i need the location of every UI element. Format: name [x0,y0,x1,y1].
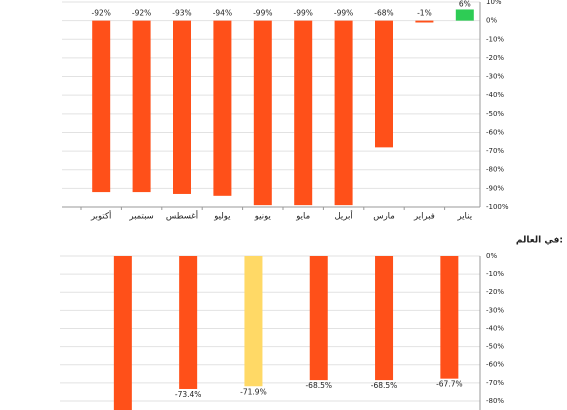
chart-title: في العالم: [516,236,563,246]
data-label: -73.4% [175,390,202,399]
x-tick-label: فبراير [413,212,435,222]
bar [375,20,393,148]
bar [415,20,434,23]
bar [132,20,151,193]
y-tick-label: -20% [486,54,504,62]
data-label: -99% [334,9,353,18]
data-label: -68.5% [371,381,398,390]
bar [113,256,132,410]
y-tick-label: -80% [486,397,504,405]
bar [375,256,394,381]
y-tick-label: -70% [486,147,504,155]
y-tick-label: -50% [486,110,504,118]
y-tick-label: -30% [486,73,504,81]
x-tick-label: يوليو [213,212,231,222]
data-label: -92% [92,9,111,18]
data-label: -94% [213,9,232,18]
y-tick-label: -10% [486,270,504,278]
y-tick-label: -20% [486,288,504,296]
bar [309,256,328,381]
x-tick-label: مايو [295,212,310,222]
y-tick-label: -60% [486,361,504,369]
bar [440,256,459,379]
x-tick-label: يناير [457,212,473,222]
data-label: -68% [374,9,393,18]
x-tick-label: سبتمبر [128,212,153,222]
bar [294,20,313,206]
bar [92,20,111,193]
y-tick-label: -50% [486,343,504,351]
bar [244,256,263,387]
y-tick-label: -40% [486,91,504,99]
data-label: -93% [172,9,191,18]
y-tick-label: -90% [486,184,504,192]
y-tick-label: -80% [486,166,504,174]
x-tick-label: أغسطس [166,210,198,222]
data-label: -1% [417,9,432,18]
data-label: -71.9% [240,387,267,396]
x-tick-label: أبريل [334,210,352,222]
data-label: -68.5% [305,381,332,390]
y-tick-label: 0% [486,17,497,25]
y-tick-label: -70% [486,379,504,387]
x-tick-label: يونيو [254,212,272,222]
y-tick-label: -10% [486,35,504,43]
y-tick-label: 10% [486,0,502,6]
y-tick-label: -30% [486,306,504,314]
bar [213,20,232,196]
y-tick-label: 0% [486,252,497,260]
data-label: -99% [253,9,272,18]
bar [455,9,474,21]
bar [253,20,272,206]
bar [173,20,191,194]
bar [334,20,353,206]
x-tick-label: أكتوبر [90,210,111,222]
y-tick-label: -60% [486,128,504,136]
y-tick-label: -100% [486,203,509,211]
data-label: -92% [132,9,151,18]
data-label: 6% [459,0,471,8]
x-tick-label: مارس [373,212,395,222]
bar [179,256,198,389]
y-tick-label: -40% [486,324,504,332]
data-label: -99% [294,9,313,18]
data-label: -67.7% [436,380,463,389]
